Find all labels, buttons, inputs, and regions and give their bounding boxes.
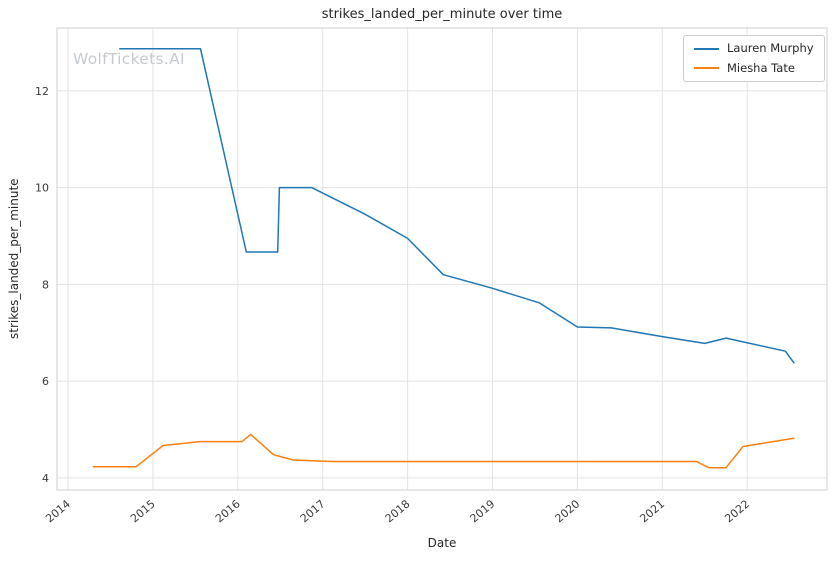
- legend: Lauren Murphy Miesha Tate: [683, 35, 825, 82]
- legend-swatch-lauren-murphy: [694, 47, 719, 50]
- y-tick-label: 10: [35, 182, 49, 195]
- x-tick-label: 2015: [128, 497, 158, 525]
- y-tick-label: 6: [42, 375, 49, 388]
- x-tick-label: 2021: [637, 497, 667, 525]
- x-tick-label: 2014: [43, 497, 73, 525]
- x-tick-label: 2017: [298, 497, 328, 525]
- y-axis-label: strikes_landed_per_minute: [7, 178, 21, 340]
- watermark: WolfTickets.AI: [73, 50, 185, 68]
- x-tick-label: 2022: [722, 497, 752, 525]
- y-tick-label: 8: [42, 278, 49, 291]
- y-tick-label: 12: [35, 85, 49, 98]
- series-line-miesha-tate: [92, 433, 795, 469]
- y-tick-label: 4: [42, 472, 49, 485]
- series-line-lauren-murphy: [119, 48, 795, 364]
- x-tick-label: 2016: [213, 497, 243, 525]
- chart-title: strikes_landed_per_minute over time: [321, 7, 563, 22]
- legend-swatch-miesha-tate: [694, 67, 719, 70]
- x-tick-label: 2020: [553, 497, 583, 525]
- legend-label: Lauren Murphy: [727, 41, 814, 55]
- legend-item-lauren-murphy: Lauren Murphy: [694, 41, 814, 55]
- legend-item-miesha-tate: Miesha Tate: [694, 60, 814, 75]
- plot-frame: [56, 27, 828, 491]
- x-tick-label: 2018: [383, 497, 413, 525]
- x-tick-label: 2019: [468, 497, 498, 525]
- legend-label: Miesha Tate: [727, 60, 795, 75]
- x-axis-label: Date: [427, 536, 457, 550]
